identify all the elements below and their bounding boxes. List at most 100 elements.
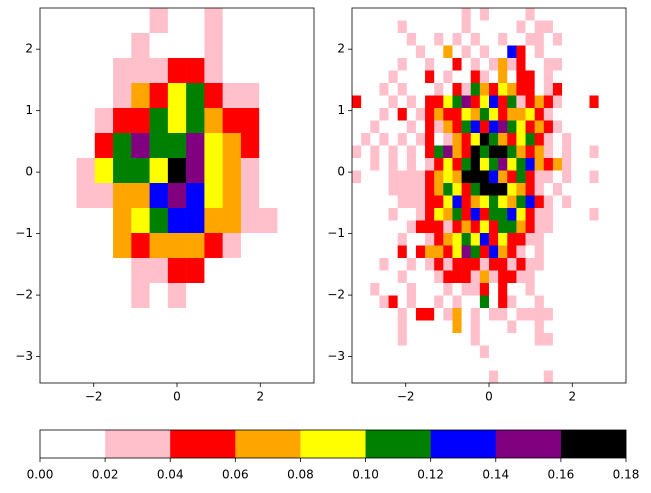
heatmap-cell xyxy=(379,45,389,59)
heatmap-cell xyxy=(397,195,408,209)
heatmap-cell xyxy=(525,158,535,171)
heatmap-cell xyxy=(461,145,472,159)
heatmap-cell xyxy=(295,233,315,259)
heatmap-cell xyxy=(562,270,572,284)
heatmap-cell xyxy=(607,308,618,321)
heatmap-cell xyxy=(415,220,426,234)
heatmap-cell xyxy=(113,83,132,109)
heatmap-cell xyxy=(113,158,132,184)
heatmap-cell xyxy=(452,8,462,21)
heatmap-cell xyxy=(406,95,417,109)
heatmap-cell xyxy=(498,83,508,96)
heatmap-cell xyxy=(94,108,114,134)
heatmap-cell xyxy=(598,220,609,234)
heatmap-cell xyxy=(425,183,435,196)
heatmap-cell xyxy=(379,333,389,346)
heatmap-cell xyxy=(525,183,535,196)
heatmap-cell xyxy=(470,233,481,246)
heatmap-cell xyxy=(470,283,481,296)
heatmap-cell xyxy=(204,208,223,234)
heatmap-cell xyxy=(415,20,426,34)
heatmap-cell xyxy=(406,233,417,246)
heatmap-cell xyxy=(295,208,315,234)
heatmap-cell xyxy=(434,33,444,46)
heatmap-cell xyxy=(580,145,590,159)
heatmap-cell xyxy=(204,33,223,59)
heatmap-cell xyxy=(425,158,435,171)
heatmap-cell xyxy=(525,270,535,284)
heatmap-cell xyxy=(489,170,499,184)
heatmap-cell xyxy=(415,283,426,296)
heatmap-cell xyxy=(425,195,435,209)
colorbar-tick-label: 0.02 xyxy=(92,468,119,482)
heatmap-cell xyxy=(361,245,371,259)
heatmap-cell xyxy=(571,58,581,71)
heatmap-cell xyxy=(461,158,472,171)
heatmap-cell xyxy=(607,245,618,259)
heatmap-cell xyxy=(507,158,517,171)
heatmap-cell xyxy=(379,133,389,146)
heatmap-cell xyxy=(489,183,499,196)
heatmap-cell xyxy=(58,58,77,84)
heatmap-cell xyxy=(516,45,526,59)
heatmap-cell xyxy=(525,358,535,371)
heatmap-cell xyxy=(534,195,545,209)
heatmap-cell xyxy=(443,70,453,84)
heatmap-cell xyxy=(415,58,426,71)
heatmap-cell xyxy=(397,358,408,371)
heatmap-cell xyxy=(452,358,462,371)
heatmap-cell xyxy=(131,183,150,209)
heatmap-cell xyxy=(167,283,187,309)
heatmap-cell xyxy=(370,145,380,159)
heatmap-cell xyxy=(470,208,481,221)
heatmap-cell xyxy=(562,233,572,246)
heatmap-cell xyxy=(571,70,581,84)
heatmap-cell xyxy=(516,220,526,234)
heatmap-cell xyxy=(498,308,508,321)
heatmap-cell xyxy=(552,358,563,371)
heatmap-cell xyxy=(397,58,408,71)
heatmap-cell xyxy=(259,258,278,284)
heatmap-cell xyxy=(479,95,490,109)
heatmap-cell xyxy=(516,83,526,96)
heatmap-cell xyxy=(598,95,609,109)
heatmap-cell xyxy=(552,33,563,46)
heatmap-cell xyxy=(589,58,599,71)
heatmap-cell xyxy=(406,333,417,346)
heatmap-cell xyxy=(580,370,590,384)
heatmap-cell xyxy=(397,70,408,84)
heatmap-cell xyxy=(562,358,572,371)
heatmap-cell xyxy=(543,358,554,371)
heatmap-cell xyxy=(489,320,499,334)
heatmap-cell xyxy=(149,183,169,209)
heatmap-cell xyxy=(361,283,371,296)
heatmap-cell xyxy=(370,183,380,196)
heatmap-cell xyxy=(507,358,517,371)
heatmap-cell xyxy=(204,83,223,109)
heatmap-cell xyxy=(525,320,535,334)
heatmap-cell xyxy=(452,320,462,334)
heatmap-cell xyxy=(131,333,150,359)
heatmap-cell xyxy=(76,108,96,134)
heatmap-cell xyxy=(352,95,362,109)
heatmap-cell xyxy=(94,183,114,209)
heatmap-cell xyxy=(259,58,278,84)
heatmap-cell xyxy=(397,170,408,184)
heatmap-cell xyxy=(552,145,563,159)
heatmap-cell xyxy=(425,120,435,134)
heatmap-cell xyxy=(379,258,389,271)
heatmap-cell xyxy=(425,145,435,159)
heatmap-cell xyxy=(425,233,435,246)
heatmap-cell xyxy=(498,145,508,159)
heatmap-cell xyxy=(470,245,481,259)
heatmap-cell xyxy=(361,120,371,134)
heatmap-cell xyxy=(113,308,132,334)
heatmap-cell xyxy=(406,320,417,334)
heatmap-cell xyxy=(388,133,398,146)
heatmap-cell xyxy=(434,233,444,246)
heatmap-cell xyxy=(498,358,508,371)
heatmap-cell xyxy=(552,8,563,21)
heatmap-cell xyxy=(425,345,435,359)
heatmap-cell xyxy=(76,208,96,234)
